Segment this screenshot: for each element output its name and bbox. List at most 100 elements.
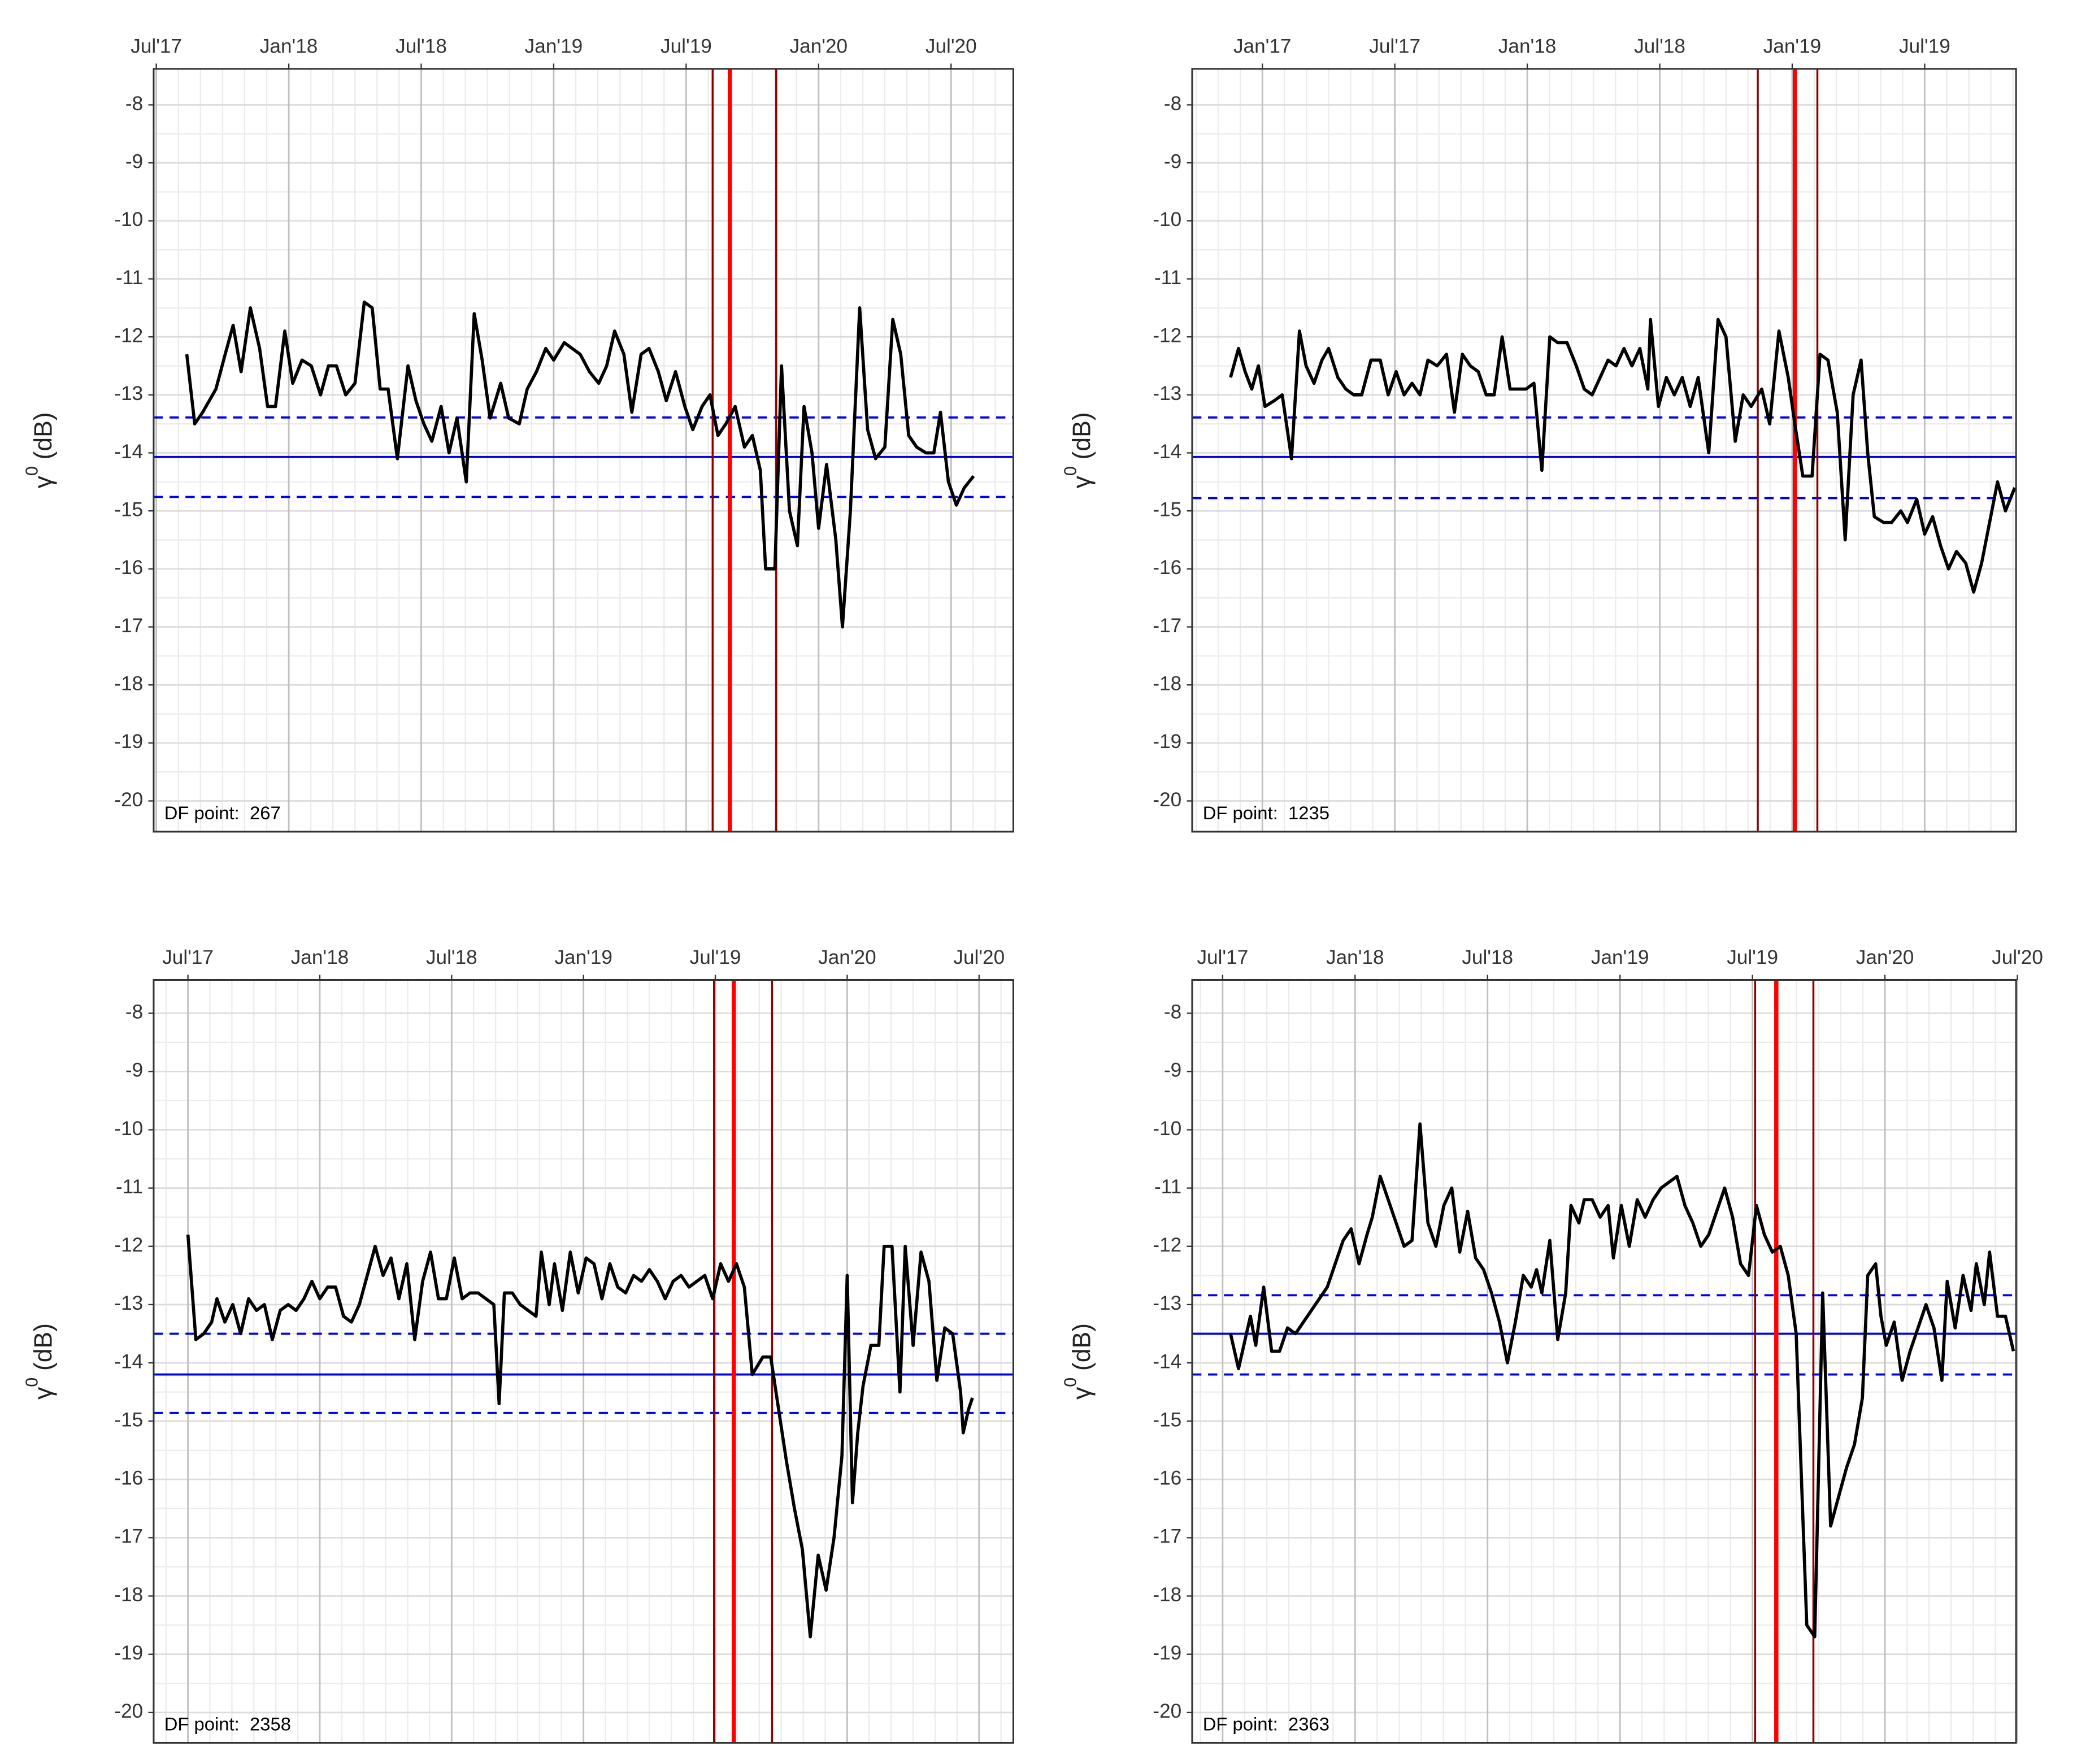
y-tick-label: -20 <box>114 1700 143 1722</box>
panel: -8 -9 -10 -11 -12 -13 -14 -15 -16 -17 -18 -19 -20 Jul… <box>1061 946 2043 1744</box>
x-tick-label: Jan'19 <box>554 946 612 968</box>
y-tick-label: -18 <box>114 672 143 694</box>
plot-area <box>1192 980 2017 1743</box>
plot-background <box>153 68 1014 832</box>
y-tick-label: -18 <box>114 1584 143 1606</box>
annotation: DF point: 267 <box>164 802 281 823</box>
x-tick-label: Jan'19 <box>1591 946 1649 968</box>
x-tick-label: Jan'18 <box>1326 946 1384 968</box>
y-tick-label: -16 <box>114 1467 143 1489</box>
y-tick-label: -13 <box>114 383 143 405</box>
plot-background <box>1192 68 2017 832</box>
y-tick-label: -19 <box>1153 731 1181 753</box>
y-tick-label: -8 <box>1164 1001 1181 1023</box>
y-tick-label: -16 <box>1153 1467 1181 1489</box>
y-tick-label: -19 <box>114 1642 143 1664</box>
y-tick-label: -15 <box>1153 1409 1181 1431</box>
x-tick-label: Jul'19 <box>690 946 741 968</box>
y-axis-label: γ0 (dB) <box>23 412 58 488</box>
y-tick-label: -11 <box>116 1176 143 1198</box>
x-tick-label: Jan'18 <box>260 36 318 58</box>
data-line <box>186 1234 974 1639</box>
y-tick-label: -10 <box>114 208 143 231</box>
panel: -8 -9 -10 -11 -12 -13 -14 -15 -16 -17 -18 -19 -20 Jul… <box>23 946 1014 1744</box>
data-line <box>1229 318 2017 594</box>
y-tick-label: -11 <box>116 267 143 289</box>
y-axis-symbol: γ <box>1068 475 1096 488</box>
y-tick-label: -15 <box>114 498 143 520</box>
y-axis-label: γ0 (dB) <box>23 1323 58 1400</box>
y-tick-label: -14 <box>114 441 143 463</box>
panel: -8 -9 -10 -11 -12 -13 -14 -15 -16 -17 -18 -19 -20 Jul… <box>23 36 1014 833</box>
y-axis-unit: (dB) <box>1068 1323 1096 1371</box>
y-axis-symbol: γ <box>29 1387 57 1400</box>
x-tick-label: Jul'20 <box>925 36 977 58</box>
x-tick-label: Jan'18 <box>291 946 349 968</box>
x-tick-label: Jan'17 <box>1233 36 1292 58</box>
y-axis-symbol: γ <box>1068 1387 1096 1400</box>
plot-border <box>1191 68 2017 833</box>
y-tick-label: -17 <box>114 1526 143 1548</box>
plot-background <box>1192 980 2017 1743</box>
plot-border <box>1191 979 2017 1744</box>
y-tick-label: -15 <box>114 1409 143 1431</box>
y-axis-unit: (dB) <box>1068 412 1096 459</box>
y-tick-label: -17 <box>114 615 143 637</box>
y-tick-label: -12 <box>114 324 143 346</box>
x-tick-label: Jul'17 <box>1197 946 1248 968</box>
y-tick-label: -12 <box>1153 1234 1181 1256</box>
y-tick-label: -14 <box>1153 441 1181 463</box>
plot-area <box>153 68 1014 832</box>
y-tick-label: -17 <box>1153 1526 1181 1548</box>
y-tick-label: -20 <box>114 789 143 811</box>
annotation: DF point: 2358 <box>164 1714 291 1735</box>
x-tick-label: Jan'19 <box>1763 36 1822 58</box>
y-tick-label: -9 <box>125 150 143 172</box>
x-tick-label: Jul'17 <box>131 36 182 58</box>
y-tick-label: -14 <box>114 1350 143 1372</box>
y-axis-superscript: 0 <box>1061 466 1080 476</box>
plot-area <box>1192 68 2017 832</box>
y-tick-label: -9 <box>1164 1059 1181 1081</box>
y-axis-unit: (dB) <box>29 412 57 459</box>
x-tick-label: Jul'20 <box>1992 946 2043 968</box>
y-axis-superscript: 0 <box>1061 1378 1080 1387</box>
y-tick-label: -8 <box>125 1001 143 1023</box>
y-tick-label: -17 <box>1153 615 1181 637</box>
x-tick-label: Jan'18 <box>1498 36 1557 58</box>
y-axis-unit: (dB) <box>29 1323 57 1371</box>
data-line <box>185 300 975 629</box>
panel: -8 -9 -10 -11 -12 -13 -14 -15 -16 -17 -18 -19 -20 Jan… <box>1061 36 2017 833</box>
y-tick-label: -10 <box>114 1118 143 1140</box>
plot-border <box>153 979 1014 1744</box>
x-tick-label: Jul'19 <box>661 36 712 58</box>
plot-area <box>153 980 1014 1743</box>
x-tick-label: Jul'18 <box>396 36 447 58</box>
y-tick-label: -15 <box>1153 498 1181 520</box>
x-tick-label: Jan'20 <box>1856 946 1914 968</box>
y-tick-label: -16 <box>1153 557 1181 579</box>
y-tick-label: -8 <box>1164 93 1181 115</box>
x-tick-label: Jul'17 <box>1369 36 1420 58</box>
y-tick-label: -18 <box>1153 672 1181 694</box>
y-tick-label: -10 <box>1153 1118 1181 1140</box>
y-axis-label: γ0 (dB) <box>1061 412 1096 488</box>
y-tick-label: -10 <box>1153 208 1181 231</box>
annotation: DF point: 2363 <box>1203 1714 1329 1735</box>
y-tick-label: -11 <box>1154 267 1181 289</box>
x-tick-label: Jul'18 <box>426 946 477 968</box>
plot-border <box>153 68 1014 833</box>
y-tick-label: -20 <box>1153 789 1181 811</box>
x-tick-label: Jul'18 <box>1462 946 1513 968</box>
y-tick-label: -12 <box>1153 324 1181 346</box>
y-tick-label: -18 <box>1153 1584 1181 1606</box>
x-tick-label: Jul'18 <box>1634 36 1685 58</box>
x-tick-label: Jan'20 <box>818 946 876 968</box>
y-tick-label: -8 <box>125 93 143 115</box>
y-tick-label: -11 <box>1154 1176 1181 1198</box>
y-tick-label: -12 <box>114 1234 143 1256</box>
x-tick-label: Jul'20 <box>953 946 1005 968</box>
x-tick-label: Jul'19 <box>1899 36 1950 58</box>
y-tick-label: -13 <box>1153 383 1181 405</box>
